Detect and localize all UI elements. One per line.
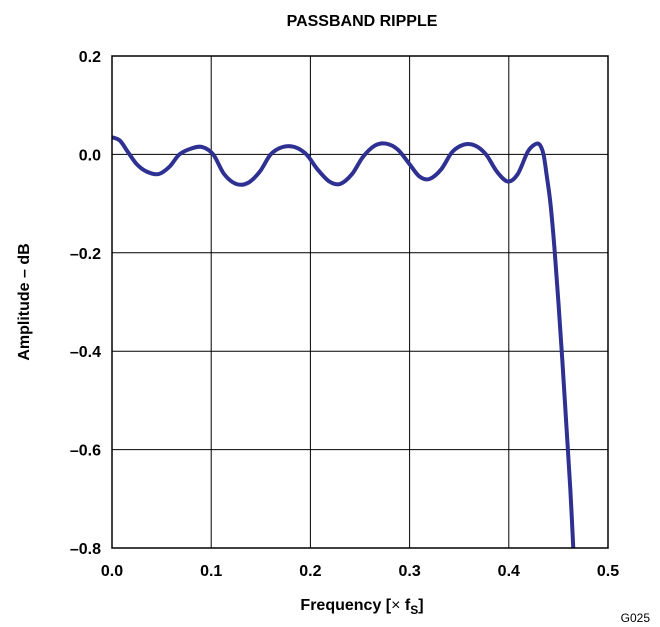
y-tick-label: –0.4 bbox=[70, 344, 101, 361]
grid-lines bbox=[112, 56, 608, 548]
x-tick-label: 0.4 bbox=[498, 563, 520, 580]
y-tick-label: –0.2 bbox=[70, 246, 101, 263]
x-axis-title-main: Frequency [ bbox=[300, 597, 391, 614]
x-axis-title-times: × bbox=[391, 597, 400, 614]
plot-frame bbox=[111, 55, 609, 549]
y-tick-labels: 0.2 0.0 –0.2 –0.4 –0.6 –0.8 bbox=[70, 49, 101, 558]
chart-title: PASSBAND RIPPLE bbox=[287, 13, 438, 30]
x-tick-label: 0.0 bbox=[101, 563, 123, 580]
y-tick-label: –0.8 bbox=[70, 541, 101, 558]
x-axis-title-subscript: S bbox=[410, 603, 418, 617]
x-tick-label: 0.3 bbox=[398, 563, 420, 580]
x-axis-title-f: f bbox=[400, 597, 410, 614]
x-tick-label: 0.2 bbox=[299, 563, 321, 580]
series-line bbox=[111, 135, 576, 549]
x-axis-title: Frequency [× fS] bbox=[300, 597, 423, 617]
x-axis-title-end: ] bbox=[418, 597, 423, 614]
x-tick-label: 0.1 bbox=[200, 563, 222, 580]
y-tick-label: 0.0 bbox=[79, 147, 101, 164]
y-tick-label: 0.2 bbox=[79, 49, 101, 66]
figure-code: G025 bbox=[621, 611, 651, 625]
x-tick-labels: 0.0 0.1 0.2 0.3 0.4 0.5 bbox=[101, 563, 619, 580]
x-tick-label: 0.5 bbox=[597, 563, 619, 580]
y-axis-title: Amplitude – dB bbox=[16, 243, 33, 360]
y-tick-label: –0.6 bbox=[70, 443, 101, 460]
series-layer bbox=[111, 135, 576, 549]
